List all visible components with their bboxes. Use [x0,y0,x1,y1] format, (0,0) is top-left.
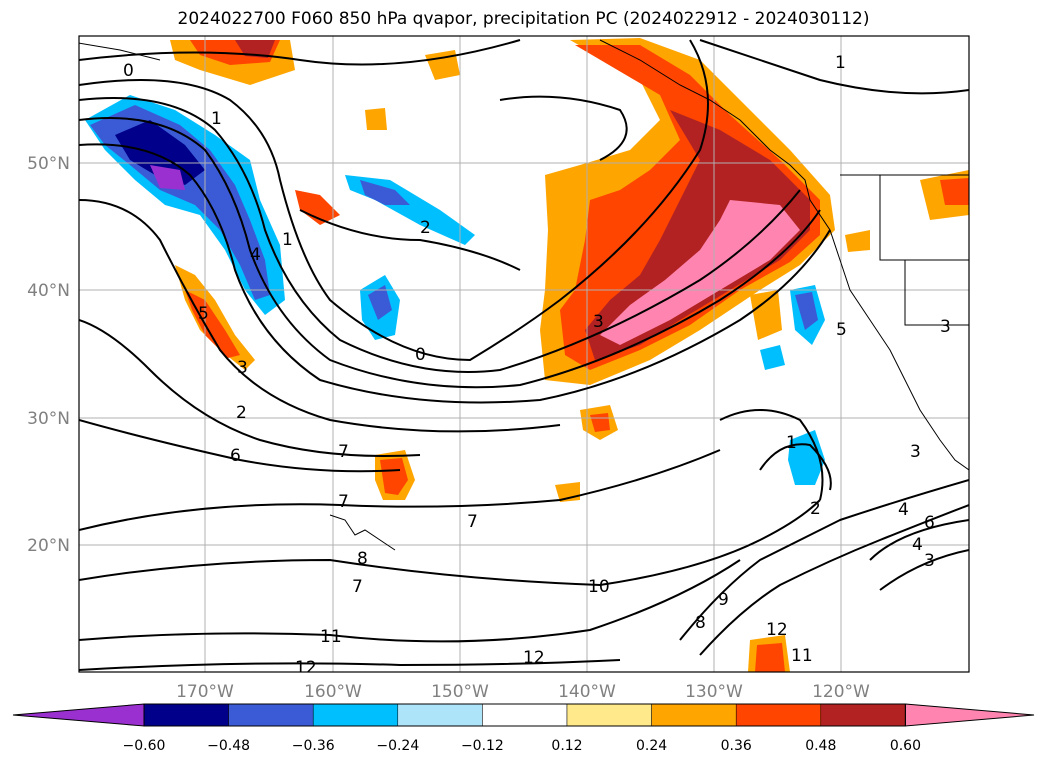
contour-label: 7 [352,577,363,597]
contour-label: 10 [588,577,610,597]
colorbar-right-extend [904,703,1035,727]
colorbar-tick-label: −0.36 [292,738,335,754]
contour-label: 11 [791,646,813,666]
colorbar-segment [651,703,737,727]
colorbar-segment [735,703,822,727]
colorbar-segment [397,703,483,727]
colorbar-outline [143,703,906,727]
colorbar-tick-label: −0.12 [461,738,504,754]
contour-label: 3 [910,442,921,462]
lon-label-160w: 160°W [304,682,362,702]
map-plot-area: 0 1 1 2 3 0 5 3 2 6 7 7 8 7 7 10 11 12 1… [79,36,969,678]
colorbar-segment [482,703,568,727]
contour-label-group: 0 1 1 2 3 0 5 3 2 6 7 7 8 7 7 10 11 12 1… [123,53,951,678]
contour-label: 3 [593,312,604,332]
colorbar-tick-label: −0.48 [207,738,250,754]
qvapor-contours [79,39,969,671]
lon-label-120w: 120°W [812,682,870,702]
contour-label: 4 [912,535,923,555]
contour-label: 5 [198,304,209,324]
contour-label: 8 [357,549,368,569]
colorbar-tick-label: 0.36 [721,738,752,754]
contour-label: 4 [898,500,909,520]
lat-label-20n: 20°N [27,536,70,556]
contour-label: 1 [211,109,222,129]
longitude-labels: 170°W 160°W 150°W 140°W 130°W 120°W [176,682,870,702]
contour-label: 6 [924,513,935,533]
contour-label: 4 [250,245,261,265]
contour-label: 1 [786,433,797,453]
contour-label: 1 [835,53,846,73]
colorbar-segment [143,703,229,727]
contour-label: 8 [695,613,706,633]
contour-label: 1 [282,230,293,250]
contour-label: 3 [924,551,935,571]
colorbar-segment [228,703,314,727]
colorbar-tick-label: 0.12 [551,738,582,754]
lon-label-150w: 150°W [431,682,489,702]
contour-label: 6 [230,446,241,466]
lat-label-50n: 50°N [27,154,70,174]
contour-label: 0 [123,61,134,81]
colorbar-segment [566,703,652,727]
contour-label: 2 [236,403,247,423]
contour-label: 12 [295,658,317,678]
colorbar-segment [820,703,906,727]
colorbar-segment [312,703,399,727]
colorbar-tick-label: 0.24 [636,738,667,754]
lon-label-130w: 130°W [685,682,743,702]
colorbar-tick-label: 0.48 [805,738,836,754]
latitude-labels: 50°N 40°N 30°N 20°N [27,154,70,556]
colorbar: −0.60 −0.48 −0.36 −0.24 −0.12 0.12 0.24 … [12,703,1035,754]
contour-label: 9 [718,590,729,610]
contour-label: 12 [523,648,545,668]
colorbar-tick-label: −0.24 [376,738,419,754]
contour-label: 2 [420,218,431,238]
map-title: 2024022700 F060 850 hPa qvapor, precipit… [177,9,870,29]
contour-label: 7 [467,512,478,532]
lon-label-140w: 140°W [558,682,616,702]
colorbar-tick-label: −0.60 [123,738,166,754]
map-frame [78,35,970,673]
lon-label-170w: 170°W [176,682,234,702]
contour-label: 3 [237,358,248,378]
colorbar-tick-label: 0.60 [890,738,921,754]
lat-lon-grid [79,36,969,672]
lat-label-40n: 40°N [27,281,70,301]
contour-label: 2 [810,499,821,519]
contour-label: 5 [836,320,847,340]
colorbar-left-extend [12,703,145,727]
contour-label: 11 [320,627,342,647]
contour-label: 12 [766,620,788,640]
contour-label: 7 [338,442,349,462]
contour-label: 7 [338,492,349,512]
lat-label-30n: 30°N [27,409,70,429]
contour-label: 0 [415,345,426,365]
contour-label: 3 [940,317,951,337]
